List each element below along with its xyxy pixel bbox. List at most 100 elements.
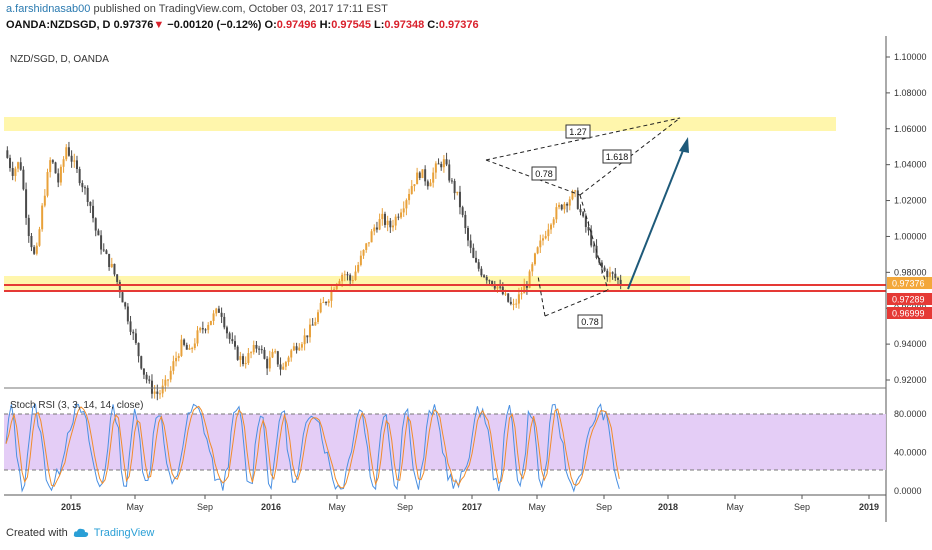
candle-body [124, 302, 127, 307]
candle-body [92, 205, 95, 219]
candle-body [558, 204, 561, 208]
candle-body [233, 341, 236, 347]
candle-body [236, 346, 239, 360]
candle-body [177, 355, 180, 358]
price-axis[interactable]: 1.10000 1.08000 1.06000 1.04000 1.02000 1.000… [886, 52, 927, 385]
candle-body [499, 286, 502, 288]
candle-body [598, 257, 601, 263]
candle-body [153, 391, 156, 394]
candle-body [528, 271, 531, 288]
author-link[interactable]: a.farshidnasab00 [6, 3, 91, 15]
candle-body [159, 393, 161, 395]
candle-body [351, 280, 354, 282]
candle-body [140, 356, 143, 369]
candle-body [541, 238, 544, 241]
candle-body [19, 162, 22, 170]
time-axis[interactable]: 2015 May Sep 2016 May Sep 2017 May Sep 2018 May Sep… [61, 495, 879, 512]
candle-body [137, 342, 140, 357]
price-tick-label: 1.02000 [894, 196, 927, 206]
candle-body [335, 283, 338, 290]
candle-body [432, 172, 435, 183]
tradingview-brand-link[interactable]: TradingView [93, 527, 155, 539]
candle-body [113, 263, 116, 275]
candle-body [325, 302, 328, 304]
candle-body [134, 333, 137, 343]
candle-body [582, 212, 585, 217]
mid-price-badge [887, 293, 932, 305]
candle-body [287, 357, 290, 363]
candle-body [67, 147, 70, 156]
candle-body [86, 187, 89, 202]
candle-body [616, 278, 619, 280]
stoch-tick-label: 40.0000 [894, 448, 927, 458]
candle-body [517, 294, 520, 304]
candle-body [349, 275, 352, 281]
candle-body [442, 159, 445, 168]
candle-body [392, 225, 395, 228]
fib-label-078-upper: 0.78 [531, 166, 557, 181]
candle-body [311, 324, 314, 326]
candle-body [563, 203, 566, 210]
candle-body [590, 230, 593, 246]
open-value: 0.97496 [276, 19, 317, 31]
candle-body [220, 312, 223, 317]
fib-label-127-text: 1.27 [569, 127, 587, 137]
candle-body [11, 168, 14, 176]
time-tick-label: May [528, 502, 546, 512]
candle-body [357, 264, 360, 272]
candle-body [437, 163, 440, 165]
price-chart[interactable]: 1.27 1.618 0.78 0.78 NZD/SGD, D, OANDA 1… [0, 36, 932, 524]
time-tick-label: 2015 [61, 502, 81, 512]
candle-body [51, 160, 54, 163]
candle-body [295, 346, 298, 351]
candle-body [619, 279, 622, 286]
candle-body [175, 357, 178, 362]
candle-body [544, 236, 547, 239]
candle-body [603, 267, 606, 271]
candle-body [306, 335, 309, 338]
candle-body [496, 286, 499, 289]
candle-body [201, 328, 204, 330]
low-value: 0.97348 [384, 19, 425, 31]
candle-body [400, 212, 403, 218]
stoch-axis: 80.0000 40.0000 0.0000 [894, 409, 927, 496]
candle-body [413, 184, 416, 187]
candle-body [485, 276, 488, 281]
candle-body [488, 280, 491, 282]
candle-body [30, 236, 33, 248]
candle-body [552, 219, 555, 225]
stoch-d-line [5, 405, 620, 489]
candle-body [271, 351, 274, 358]
candle-body [105, 250, 108, 254]
candle-body [263, 349, 266, 359]
candle-body [183, 339, 186, 345]
candle-body [207, 324, 210, 330]
candle-body [397, 216, 400, 218]
footer: Created with TradingView [6, 527, 154, 539]
stoch-k-line [5, 403, 620, 493]
candle-body [571, 191, 574, 200]
time-tick-label: Sep [596, 502, 612, 512]
candle-body [193, 343, 196, 349]
last-price-badge [887, 277, 932, 289]
candle-body [94, 218, 97, 231]
candle-body [185, 344, 188, 350]
candle-body [576, 190, 579, 209]
low-label: L: [374, 19, 385, 31]
candle-body [365, 243, 368, 250]
price-tick-label: 1.04000 [894, 160, 927, 170]
fib-label-1618: 1.618 [602, 149, 632, 164]
candle-body [57, 173, 60, 183]
candle-body [512, 303, 515, 305]
high-label: H: [319, 19, 332, 31]
candle-body [504, 293, 507, 295]
candle-body [402, 208, 405, 213]
candle-body [367, 242, 370, 244]
candle-body [35, 245, 38, 254]
candle-body [531, 264, 534, 272]
candle-body [600, 262, 603, 268]
candle-body [477, 262, 480, 269]
candle-body [59, 166, 62, 183]
candle-body [386, 220, 389, 225]
time-tick-label: Sep [397, 502, 413, 512]
